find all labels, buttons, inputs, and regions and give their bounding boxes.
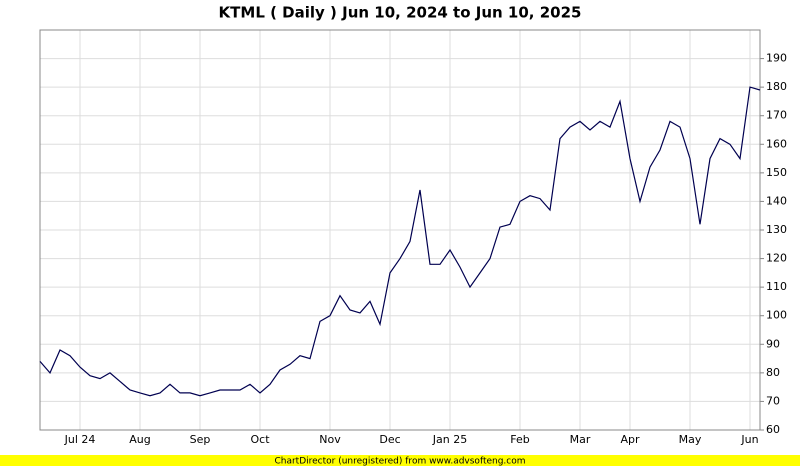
x-tick-label: Jan 25	[432, 433, 467, 446]
x-tick-label: Mar	[570, 433, 591, 446]
x-tick-label: Feb	[510, 433, 529, 446]
x-tick-label: Aug	[129, 433, 150, 446]
y-tick-label: 130	[766, 223, 787, 236]
y-tick-label: 110	[766, 280, 787, 293]
y-tick-label: 140	[766, 194, 787, 207]
footer-bar	[0, 455, 800, 466]
y-tick-label: 190	[766, 52, 787, 65]
x-tick-label: Jun	[740, 433, 758, 446]
x-tick-label: Dec	[379, 433, 400, 446]
chart-title: KTML ( Daily ) Jun 10, 2024 to Jun 10, 2…	[219, 4, 582, 22]
x-tick-label: Sep	[190, 433, 211, 446]
y-tick-label: 150	[766, 166, 787, 179]
x-tick-label: Nov	[319, 433, 341, 446]
y-tick-label: 180	[766, 80, 787, 93]
y-tick-label: 90	[766, 337, 780, 350]
y-tick-label: 70	[766, 394, 780, 407]
x-tick-label: Oct	[250, 433, 270, 446]
y-tick-label: 60	[766, 423, 780, 436]
y-tick-label: 80	[766, 366, 780, 379]
y-tick-label: 120	[766, 252, 787, 265]
x-tick-label: May	[679, 433, 702, 446]
y-tick-label: 160	[766, 137, 787, 150]
price-line	[39, 86, 761, 397]
x-tick-label: Jul 24	[64, 433, 96, 446]
footer: ChartDirector (unregistered) from www.ad…	[274, 457, 525, 466]
x-tick-label: Apr	[620, 433, 640, 446]
grid	[40, 30, 760, 431]
y-tick-label: 100	[766, 309, 787, 322]
y-tick-label: 170	[766, 109, 787, 122]
